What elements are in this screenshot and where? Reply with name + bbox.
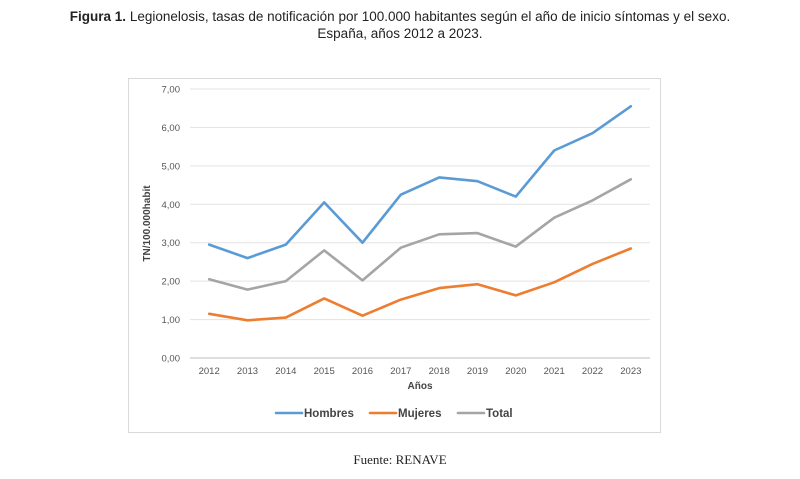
caption-line-1: Figura 1. Legionelosis, tasas de notific… [0,8,800,25]
x-tick-label: 2019 [467,366,488,377]
y-tick-label: 1,00 [162,315,181,326]
x-tick-label: 2017 [390,366,411,377]
y-tick-label: 3,00 [162,238,181,249]
source-note: Fuente: RENAVE [353,452,447,467]
x-tick-label: 2013 [237,366,258,377]
y-tick-label: 6,00 [162,123,181,134]
x-tick-label: 2015 [314,366,335,377]
x-axis-title: Años [408,381,433,392]
legend-label: Total [486,408,513,420]
legend-label: Mujeres [398,408,441,420]
y-axis-title: TN/100.000habit [142,185,153,262]
x-tick-label: 2023 [620,366,641,377]
y-tick-label: 2,00 [162,277,181,288]
series-line-hombres [207,105,633,260]
y-tick-label: 7,00 [162,85,181,96]
caption-line-2: España, años 2012 a 2023. [317,26,483,41]
x-tick-label: 2016 [352,366,373,377]
caption-text: Legionelosis, tasas de notificación por … [129,9,731,24]
figure-caption: Figura 1. Legionelosis, tasas de notific… [0,8,800,42]
x-tick-label: 2022 [582,366,603,377]
legend-label: Hombres [304,408,354,420]
y-tick-label: 5,00 [162,161,181,172]
x-tick-label: 2018 [429,366,450,377]
x-tick-label: 2012 [199,366,220,377]
series-line-mujeres [207,247,633,322]
chart-frame [128,78,661,433]
y-tick-label: 4,00 [162,200,181,211]
y-tick-label: 0,00 [162,354,181,365]
series-line-total [207,178,633,291]
x-tick-label: 2014 [275,366,296,377]
x-tick-label: 2021 [544,366,565,377]
x-tick-label: 2020 [505,366,526,377]
caption-label: Figura 1. [69,9,127,24]
